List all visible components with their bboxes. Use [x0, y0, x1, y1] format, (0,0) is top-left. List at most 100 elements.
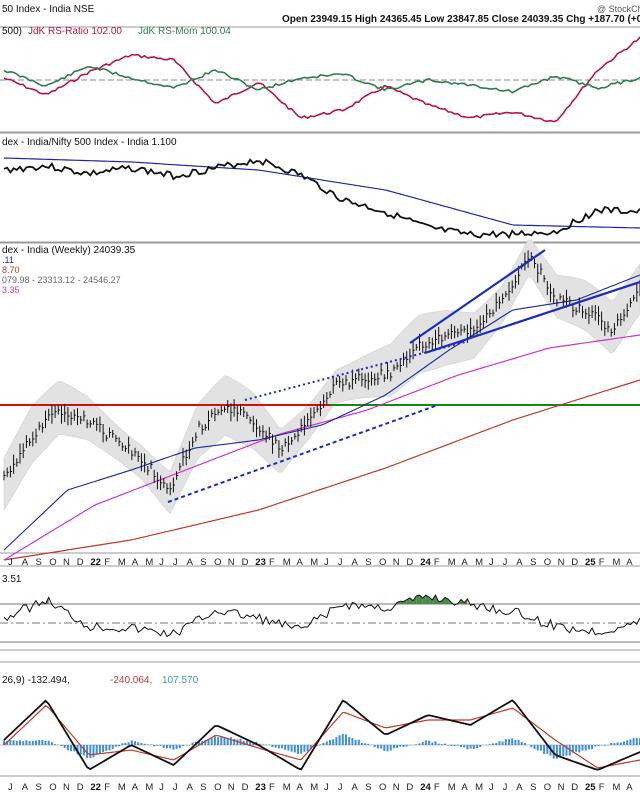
upper-axis-month-label: O [544, 557, 551, 568]
legend-ma-short: .11 [2, 255, 14, 265]
macd-histogram-bar [424, 740, 427, 745]
macd-histogram-bar [575, 745, 578, 752]
channel-upper-trendline [409, 249, 546, 344]
macd-histogram-bar [134, 741, 136, 745]
lower-axis-month-label: A [626, 782, 633, 793]
rsi-overbought-fill [425, 595, 430, 604]
lower-axis-month-label: O [379, 782, 386, 793]
macd-histogram-bar [233, 738, 236, 745]
lower-axis-month-label: 24 [420, 782, 431, 793]
macd-histogram-bar [47, 740, 50, 745]
macd-histogram-bar [92, 745, 95, 758]
macd-histogram-bar [504, 739, 507, 745]
macd-histogram-bar [198, 741, 200, 745]
lower-axis-month-label: J [338, 782, 343, 793]
lower-axis-month-label: A [187, 782, 194, 793]
short-moving-average-line [3, 274, 640, 551]
upper-axis-month-label: D [242, 557, 249, 568]
rsi-panel-label: 3.51 [2, 574, 22, 585]
macd-histogram-bar [492, 743, 494, 745]
upper-axis-month-label: F [599, 557, 605, 568]
macd-histogram-bar [418, 743, 421, 745]
macd-histogram-bar [114, 745, 117, 747]
macd-histogram-bar [396, 745, 399, 748]
lower-axis-month-label: S [530, 782, 536, 793]
macd-histogram-bar [9, 740, 12, 745]
macd-histogram-bar [402, 745, 405, 747]
upper-axis-month-label: M [310, 557, 318, 568]
macd-histogram-bar [348, 736, 351, 745]
macd-histogram-bar [300, 745, 303, 754]
lower-axis-month-label: S [365, 782, 371, 793]
macd-histogram-bar [392, 745, 395, 749]
macd-histogram-bar [584, 745, 587, 751]
macd-histogram-bar [284, 745, 287, 750]
rs-mom-series-line [3, 66, 640, 94]
upper-axis-month-label: A [22, 557, 29, 568]
macd-histogram-bar [415, 744, 418, 745]
macd-line [3, 699, 640, 771]
macd-histogram-bar [591, 745, 594, 750]
macd-histogram-bar [15, 740, 18, 745]
lower-dotted-trendline [167, 404, 439, 503]
macd-histogram-bar [376, 745, 379, 749]
macd-histogram-bar [274, 745, 277, 748]
lower-axis-month-label: F [599, 782, 605, 793]
upper-axis-month-label: O [49, 557, 56, 568]
macd-histogram-bar [619, 742, 622, 745]
macd-histogram-bar [562, 745, 565, 757]
upper-axis-month-label: A [187, 557, 194, 568]
credit-text: @ StockCh [597, 4, 640, 14]
macd-histogram-bar [293, 745, 296, 753]
chart-title: 50 Index - India NSE [2, 4, 95, 15]
legend-ma-mid: 3.35 [2, 285, 20, 295]
macd-histogram-bar [213, 736, 216, 745]
macd-histogram-bar [603, 745, 606, 746]
macd-histogram-bar [261, 744, 264, 745]
lower-axis-month-label: M [613, 782, 621, 793]
lower-axis-month-label: D [406, 782, 413, 793]
macd-histogram-bar [245, 740, 248, 745]
lower-axis-month-label: A [352, 782, 359, 793]
macd-histogram-bar [111, 745, 114, 750]
lower-axis-month-label: A [516, 782, 523, 793]
macd-histogram-bar [306, 745, 309, 752]
macd-histogram-bar [207, 739, 210, 745]
macd-histogram-bar [118, 745, 121, 747]
macd-histogram-bar [28, 741, 31, 745]
upper-axis-month-label: D [406, 557, 413, 568]
upper-axis-month-label: 22 [90, 557, 101, 568]
macd-histogram-bar [137, 742, 140, 745]
lower-axis-month-label: M [118, 782, 126, 793]
macd-histogram-bar [530, 745, 533, 748]
macd-histogram-bar [265, 744, 268, 745]
price-panel: dex - India (Weekly) 24039.35 .11 8.70 0… [0, 239, 640, 561]
macd-histogram-bar [150, 744, 152, 745]
rs-ratio-label: JdK RS-Ratio 102.00 [28, 26, 122, 37]
macd-histogram-bar [463, 745, 466, 748]
macd-histogram-bar [204, 739, 207, 745]
rrg-label-prefix: 500) [2, 26, 22, 37]
macd-histogram-bar [373, 745, 376, 748]
lower-axis-month-label: N [228, 782, 235, 793]
macd-histogram-bar [469, 745, 472, 749]
macd-histogram-bar [162, 745, 165, 748]
macd-histogram-bar [421, 742, 424, 745]
macd-histogram-bar [536, 745, 539, 751]
macd-histogram-bar [629, 739, 632, 745]
macd-histogram-bar [466, 745, 469, 750]
macd-histogram-bar [440, 744, 443, 745]
macd-histogram-bar [121, 743, 124, 745]
rsi-overbought-fill [432, 595, 436, 604]
macd-histogram-bar [476, 745, 478, 749]
macd-histogram-bar [25, 740, 28, 745]
macd-histogram-bar [351, 737, 354, 745]
upper-axis-month-label: S [200, 557, 206, 568]
macd-histogram-bar [31, 740, 34, 745]
macd-histogram-bar [508, 739, 510, 745]
lower-axis-month-label: A [461, 782, 468, 793]
macd-histogram-bar [632, 738, 635, 745]
macd-histogram-bar [360, 742, 363, 745]
lower-axis-month-label: O [214, 782, 221, 793]
